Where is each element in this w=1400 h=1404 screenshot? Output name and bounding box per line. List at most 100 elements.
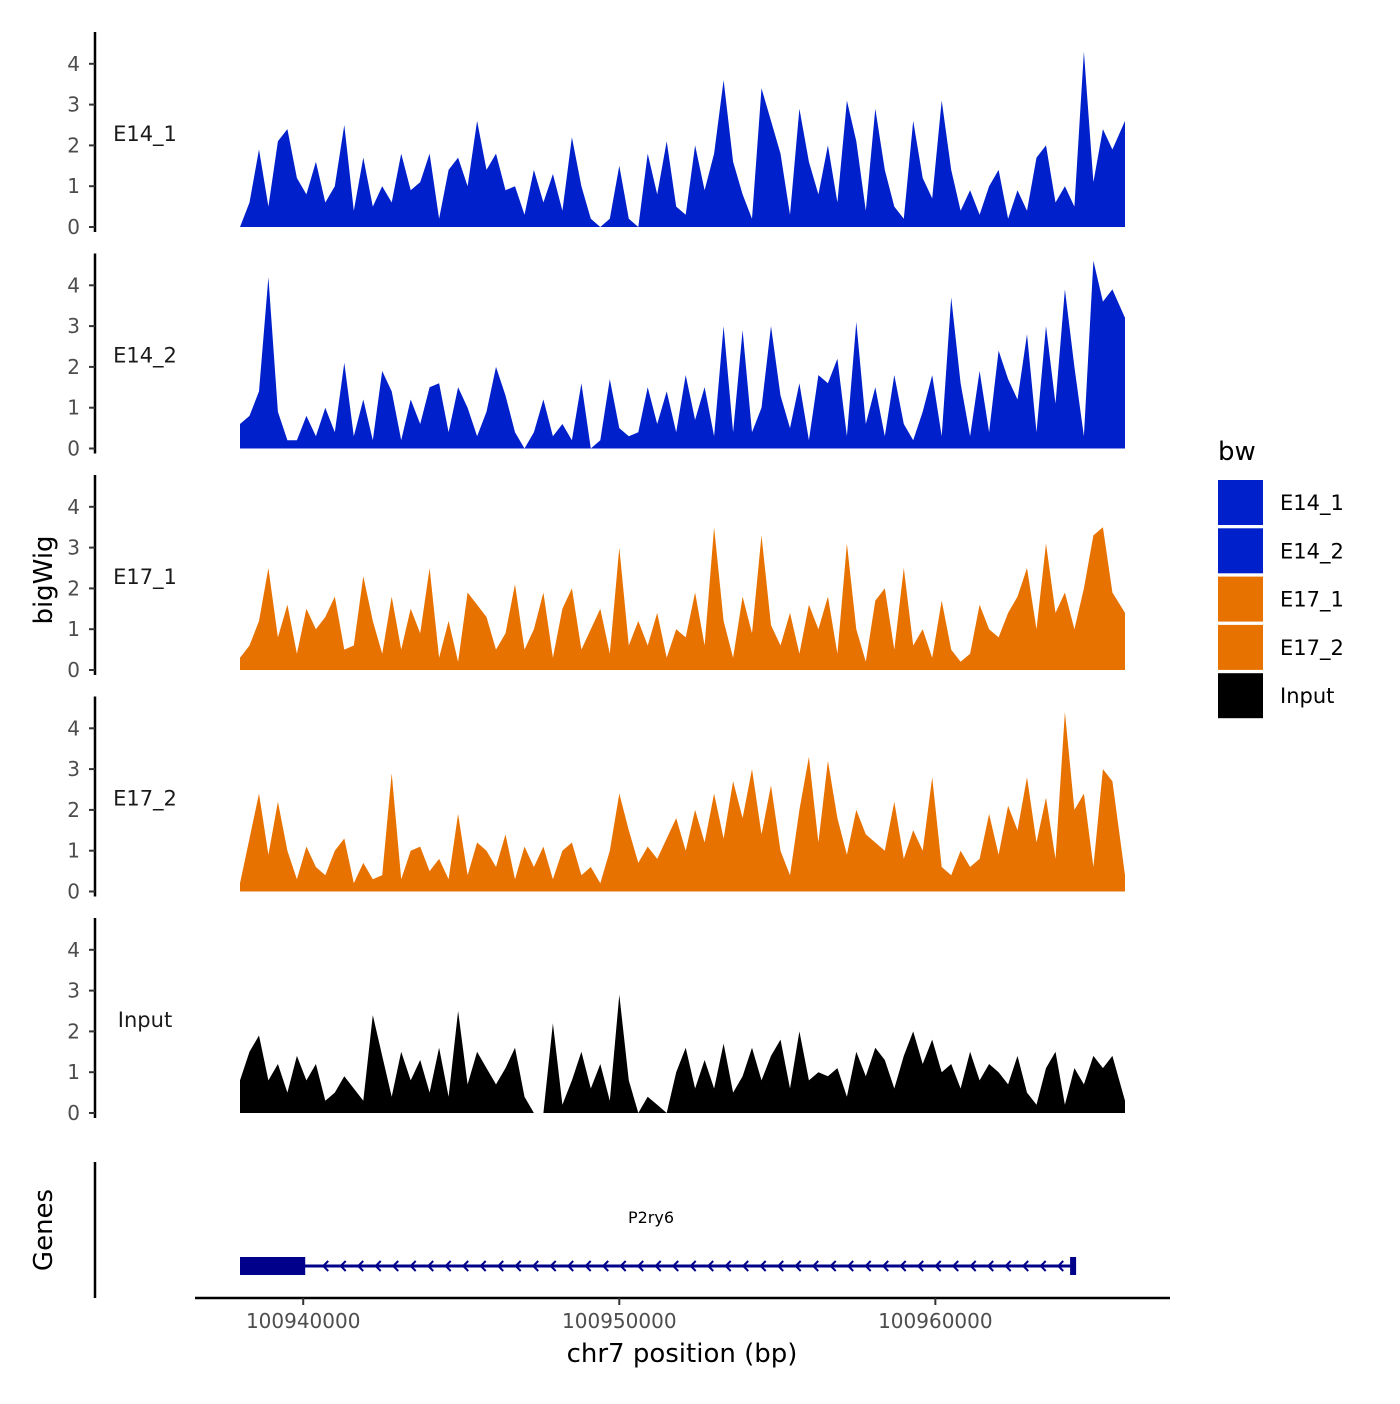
legend: bw E14_1 E14_2 E17_1 E17_2 Input [1218,437,1344,719]
track-e17-1: 0 1 2 3 4 E17_1 [67,475,1125,682]
genes-axis-title: Genes [29,1189,59,1271]
track-label: E17_1 [113,565,177,590]
y-tick-label: 3 [67,314,80,338]
x-tick-label: 100960000 [878,1309,993,1333]
strand-arrow-icon [619,1260,627,1272]
y-tick-label: 2 [67,798,80,822]
legend-label: E17_1 [1280,588,1344,613]
strand-arrow-icon [811,1260,819,1272]
coverage-area [240,260,1125,449]
y-axis-title: bigWig [29,535,59,624]
coverage-area [240,527,1125,670]
strand-arrow-icon [584,1260,592,1272]
legend-swatch [1218,624,1263,670]
strand-arrow-icon [706,1260,714,1272]
track-e17-2: 0 1 2 3 4 E17_2 [67,696,1125,904]
strand-arrow-icon [514,1260,522,1272]
strand-arrow-icon [794,1260,802,1272]
y-tick-label: 3 [67,979,80,1003]
strand-arrow-icon [829,1260,837,1272]
track-input: 0 1 2 3 4 Input [67,918,1125,1125]
strand-arrow-icon [444,1260,452,1272]
legend-swatch [1218,480,1263,525]
track-e14-1: 0 1 2 3 4 E14_1 [67,32,1125,239]
strand-arrow-icon [321,1260,329,1272]
x-tick-label: 100940000 [246,1309,361,1333]
strand-arrow-icon [776,1260,784,1272]
strand-arrow-icon [479,1260,487,1272]
y-tick-label: 0 [67,215,80,239]
y-tick-label: 3 [67,93,80,117]
y-tick-label: 4 [67,273,80,297]
strand-arrow-icon [671,1260,679,1272]
legend-title: bw [1218,437,1256,467]
strand-arrow-icon [1056,1260,1064,1272]
strand-arrow-icon [724,1260,732,1272]
y-tick-label: 2 [67,1019,80,1043]
y-tick-label: 4 [67,495,80,519]
x-tick-label: 100950000 [562,1309,677,1333]
strand-arrow-icon [741,1260,749,1272]
strand-arrow-icon [864,1260,872,1272]
strand-arrow-icon [934,1260,942,1272]
y-tick-label: 1 [67,617,80,641]
strand-arrow-icon [969,1260,977,1272]
strand-arrow-icon [1039,1260,1047,1272]
strand-arrow-icon [461,1260,469,1272]
strand-arrow-icon [899,1260,907,1272]
legend-label: Input [1280,684,1334,708]
y-tick-label: 0 [67,437,80,461]
strand-arrow-icon [601,1260,609,1272]
strand-arrow-icon [881,1260,889,1272]
y-tick-label: 0 [67,880,80,904]
strand-arrow-icon [986,1260,994,1272]
gene-name-label: P2ry6 [628,1208,674,1227]
track-label: E14_2 [113,344,177,369]
coverage-area [240,51,1125,227]
y-tick-label: 4 [67,52,80,76]
coverage-area [240,712,1125,892]
y-tick-label: 4 [67,716,80,740]
strand-arrow-icon [689,1260,697,1272]
strand-arrow-icon [566,1260,574,1272]
legend-swatch [1218,576,1263,622]
strand-arrow-icon [916,1260,924,1272]
gene-model [240,1257,1077,1275]
track-label: Input [118,1008,172,1032]
legend-label: E17_2 [1280,636,1344,661]
y-tick-label: 2 [67,576,80,600]
genes-track: Genes P2ry6 [29,1162,1077,1298]
x-axis: chr7 position (bp) 100940000 100950000 100… [195,1296,1170,1369]
gene-exon-thick [240,1257,296,1275]
gene-exon [294,1257,306,1275]
strand-arrow-icon [549,1260,557,1272]
track-e14-2: 0 1 2 3 4 E14_2 [67,253,1125,461]
y-tick-label: 0 [67,658,80,682]
y-tick-label: 3 [67,536,80,560]
y-tick-label: 4 [67,938,80,962]
strand-arrow-icon [409,1260,417,1272]
y-tick-label: 1 [67,839,80,863]
coverage-area [240,994,1125,1113]
legend-swatch [1218,673,1263,719]
legend-label: E14_2 [1280,539,1344,564]
strand-arrow-icon [636,1260,644,1272]
y-tick-label: 1 [67,396,80,420]
x-axis-title: chr7 position (bp) [567,1339,798,1369]
strand-arrow-icon [1004,1260,1012,1272]
strand-arrow-icon [654,1260,662,1272]
gene-exon-end [1070,1257,1077,1275]
strand-arrow-icon [426,1260,434,1272]
strand-arrow-icon [374,1260,382,1272]
y-tick-label: 2 [67,355,80,379]
track-label: E17_2 [113,787,177,812]
strand-arrow-icon [759,1260,767,1272]
strand-arrow-icon [391,1260,399,1272]
y-tick-label: 2 [67,133,80,157]
strand-arrow-icon [846,1260,854,1272]
y-tick-label: 3 [67,757,80,781]
strand-arrow-icon [531,1260,539,1272]
y-tick-label: 1 [67,1060,80,1084]
